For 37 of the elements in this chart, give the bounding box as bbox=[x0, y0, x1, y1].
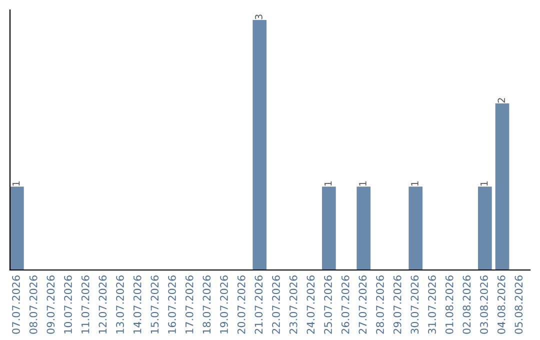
x-tick-label: 23.07.2026 bbox=[289, 276, 298, 334]
x-tick-label: 12.07.2026 bbox=[98, 276, 107, 334]
x-tick-label: 03.08.2026 bbox=[480, 276, 488, 334]
x-tick-label: 20.07.2026 bbox=[237, 276, 246, 334]
x-tick-label: 16.07.2026 bbox=[168, 276, 176, 334]
x-tick-label: 19.07.2026 bbox=[220, 276, 228, 334]
x-tick-label: 10.07.2026 bbox=[64, 276, 72, 334]
x-tick-label: 05.08.2026 bbox=[514, 276, 523, 334]
x-tick-label: 13.07.2026 bbox=[116, 276, 124, 334]
x-tick-label: 24.07.2026 bbox=[306, 276, 315, 334]
x-tick-label: 04.08.2026 bbox=[497, 276, 506, 334]
x-tick-label: 30.07.2026 bbox=[410, 276, 419, 334]
x-tick-label: 27.07.2026 bbox=[358, 276, 367, 334]
x-tick-label: 18.07.2026 bbox=[202, 276, 211, 334]
x-tick-label: 15.07.2026 bbox=[150, 276, 159, 334]
x-tick-label: 11.07.2026 bbox=[81, 276, 90, 334]
x-tick-label: 29.07.2026 bbox=[393, 276, 402, 334]
data-label: 1 bbox=[411, 181, 418, 186]
x-tick-label: 17.07.2026 bbox=[185, 276, 194, 334]
x-tick-label: 08.07.2026 bbox=[29, 276, 38, 334]
x-tick-label: 22.07.2026 bbox=[272, 276, 280, 334]
data-label: 1 bbox=[359, 181, 366, 186]
data-label: 1 bbox=[324, 181, 332, 186]
x-tick-label: 28.07.2026 bbox=[376, 276, 384, 334]
data-label: 1 bbox=[12, 181, 20, 186]
x-tick-label: 02.08.2026 bbox=[462, 276, 471, 334]
x-tick-label: 25.07.2026 bbox=[324, 276, 332, 334]
data-label: 3 bbox=[255, 14, 262, 20]
x-tick-label: 31.07.2026 bbox=[428, 276, 436, 334]
x-tick-label: 07.07.2026 bbox=[12, 276, 20, 334]
x-tick-label: 09.07.2026 bbox=[46, 276, 55, 334]
data-label: 2 bbox=[498, 98, 505, 103]
x-tick-label: 21.07.2026 bbox=[254, 276, 263, 334]
x-tick-label: 01.08.2026 bbox=[445, 276, 454, 334]
x-tick-label: 26.07.2026 bbox=[341, 276, 350, 334]
data-label: 1 bbox=[480, 181, 488, 186]
x-tick-label: 14.07.2026 bbox=[133, 276, 142, 334]
